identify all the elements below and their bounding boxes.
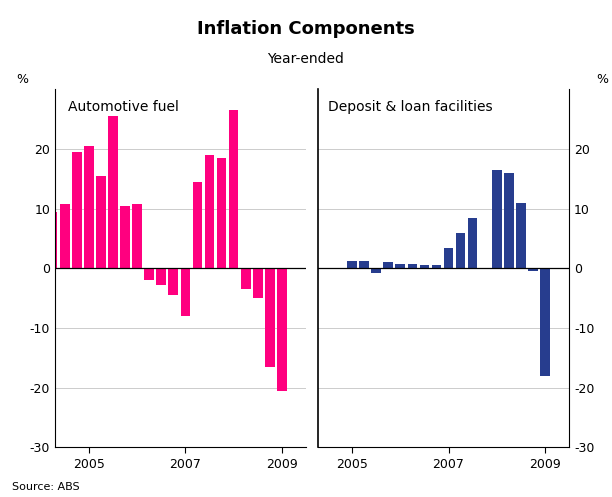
Bar: [383, 262, 393, 268]
Bar: [431, 265, 441, 268]
Bar: [229, 110, 239, 268]
Bar: [444, 248, 453, 268]
Bar: [132, 204, 142, 268]
Bar: [516, 203, 526, 268]
Bar: [359, 260, 369, 268]
Bar: [157, 268, 166, 285]
Text: %: %: [17, 73, 29, 86]
Bar: [181, 268, 190, 316]
Bar: [540, 268, 550, 376]
Bar: [96, 176, 106, 268]
Bar: [504, 173, 513, 268]
Bar: [193, 182, 202, 268]
Bar: [395, 263, 405, 268]
Bar: [144, 268, 154, 280]
Bar: [456, 233, 465, 268]
Bar: [420, 265, 429, 268]
Text: %: %: [595, 73, 608, 86]
Bar: [241, 268, 250, 289]
Bar: [528, 268, 538, 271]
Text: Automotive fuel: Automotive fuel: [68, 100, 179, 114]
Bar: [72, 152, 81, 268]
Bar: [371, 268, 381, 273]
Bar: [60, 204, 70, 268]
Bar: [84, 146, 94, 268]
Bar: [204, 155, 214, 268]
Bar: [265, 268, 275, 367]
Text: Inflation Components: Inflation Components: [197, 20, 415, 38]
Bar: [408, 263, 417, 268]
Bar: [468, 218, 477, 268]
Text: Deposit & loan facilities: Deposit & loan facilities: [328, 100, 493, 114]
Bar: [108, 116, 118, 268]
Bar: [253, 268, 263, 298]
Bar: [217, 158, 226, 268]
Text: Year-ended: Year-ended: [267, 52, 345, 66]
Bar: [168, 268, 178, 295]
Text: Source: ABS: Source: ABS: [12, 482, 80, 492]
Bar: [492, 170, 502, 268]
Bar: [48, 212, 58, 268]
Bar: [120, 206, 130, 268]
Bar: [277, 268, 286, 391]
Bar: [347, 260, 357, 268]
